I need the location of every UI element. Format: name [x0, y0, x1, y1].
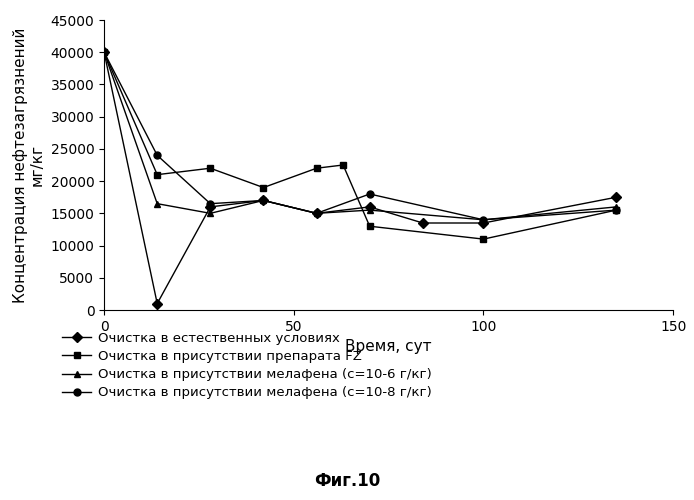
Очистка в присутствии мелафена (с=10-6 г/кг): [480, 217, 488, 223]
Очистка в естественных условиях: [260, 198, 268, 203]
Очистка в естественных условиях: [418, 220, 427, 226]
Очистка в присутствии мелафена (с=10-6 г/кг): [100, 49, 108, 55]
Очистка в присутствии препарата FZ: [366, 223, 374, 229]
Очистка в присутствии мелафена (с=10-8 г/кг): [312, 210, 321, 216]
Очистка в присутствии препарата FZ: [612, 207, 620, 213]
Очистка в присутствии препарата FZ: [339, 162, 347, 168]
Y-axis label: Концентрация нефтезагрязнений
мг/кг: Концентрация нефтезагрязнений мг/кг: [12, 28, 45, 302]
Очистка в присутствии мелафена (с=10-6 г/кг): [612, 204, 620, 210]
Очистка в присутствии мелафена (с=10-6 г/кг): [206, 210, 214, 216]
Очистка в естественных условиях: [206, 204, 214, 210]
Очистка в естественных условиях: [366, 204, 374, 210]
Legend: Очистка в естественных условиях, Очистка в присутствии препарата FZ, Очистка в п: Очистка в естественных условиях, Очистка…: [62, 332, 432, 400]
Очистка в присутствии мелафена (с=10-8 г/кг): [206, 200, 214, 206]
Line: Очистка в естественных условиях: Очистка в естественных условиях: [101, 49, 620, 307]
Очистка в присутствии препарата FZ: [153, 172, 162, 177]
Очистка в присутствии мелафена (с=10-6 г/кг): [366, 207, 374, 213]
Очистка в присутствии мелафена (с=10-6 г/кг): [153, 200, 162, 206]
Очистка в присутствии мелафена (с=10-8 г/кг): [100, 49, 108, 55]
Очистка в присутствии мелафена (с=10-6 г/кг): [260, 198, 268, 203]
Очистка в естественных условиях: [100, 49, 108, 55]
Line: Очистка в присутствии мелафена (с=10-8 г/кг): Очистка в присутствии мелафена (с=10-8 г…: [101, 49, 620, 223]
Очистка в естественных условиях: [312, 210, 321, 216]
Очистка в присутствии препарата FZ: [100, 49, 108, 55]
Очистка в присутствии препарата FZ: [480, 236, 488, 242]
Очистка в присутствии мелафена (с=10-8 г/кг): [153, 152, 162, 158]
Очистка в естественных условиях: [153, 300, 162, 306]
Очистка в присутствии мелафена (с=10-8 г/кг): [612, 207, 620, 213]
Очистка в присутствии мелафена (с=10-6 г/кг): [312, 210, 321, 216]
Line: Очистка в присутствии мелафена (с=10-6 г/кг): Очистка в присутствии мелафена (с=10-6 г…: [101, 49, 620, 223]
Очистка в присутствии мелафена (с=10-8 г/кг): [260, 198, 268, 203]
Line: Очистка в присутствии препарата FZ: Очистка в присутствии препарата FZ: [101, 49, 620, 242]
Очистка в присутствии мелафена (с=10-8 г/кг): [366, 191, 374, 197]
Очистка в присутствии препарата FZ: [260, 184, 268, 190]
Text: Фиг.10: Фиг.10: [314, 472, 380, 490]
Очистка в присутствии препарата FZ: [312, 165, 321, 171]
Очистка в естественных условиях: [480, 220, 488, 226]
Очистка в присутствии мелафена (с=10-8 г/кг): [480, 217, 488, 223]
Очистка в естественных условиях: [612, 194, 620, 200]
X-axis label: Время, сут: Время, сут: [346, 340, 432, 354]
Очистка в присутствии препарата FZ: [206, 165, 214, 171]
